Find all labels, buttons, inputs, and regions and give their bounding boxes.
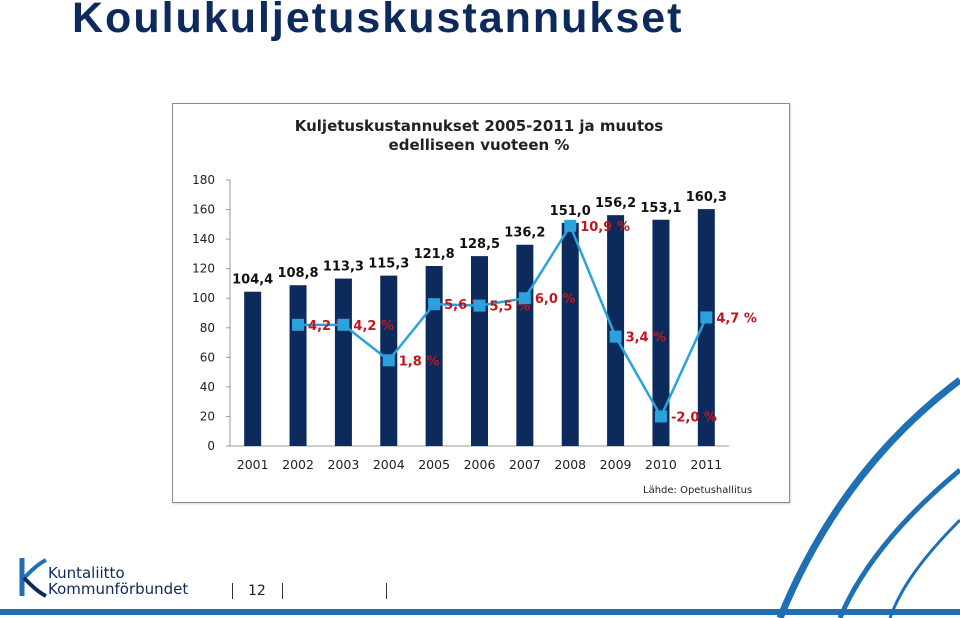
x-tick-label: 2009 (600, 457, 632, 472)
chart-title-line2: edelliseen vuoteen % (389, 136, 570, 154)
x-tick-label: 2007 (509, 457, 541, 472)
footer-divider (386, 583, 387, 599)
bar-data-label: 128,5 (459, 237, 500, 252)
x-tick-label: 2001 (237, 457, 269, 472)
line-marker (564, 219, 577, 232)
bar (652, 219, 670, 446)
bar (334, 278, 352, 446)
y-tick-label: 180 (192, 173, 215, 187)
bar (561, 222, 579, 446)
y-tick-label: 160 (192, 203, 215, 217)
x-tick-label: 2005 (418, 457, 450, 472)
footer-divider (282, 583, 283, 599)
line-series: 4,2 % 4,2 %1,8 %5,6 % 5,5 % 6,0 %10,9 %3,4 … (292, 219, 757, 425)
y-tick-label: 100 (192, 291, 215, 305)
y-tick-label: 0 (207, 439, 215, 453)
line-data-label: 4,7 % (716, 311, 757, 326)
chart-axes: 0 20 40 60 80 100 120 140 160 180 2001 2002 2003 2004… (192, 173, 729, 472)
bar (471, 256, 488, 446)
y-tick-label: 20 (200, 409, 215, 423)
y-tick-label: 140 (192, 232, 215, 246)
y-tick-label: 120 (192, 262, 215, 276)
line-marker (473, 299, 486, 312)
line-marker (428, 298, 441, 311)
line-data-label: 6,0 % (535, 292, 576, 307)
bar (697, 209, 715, 446)
bar-data-label: 115,3 (368, 257, 409, 272)
source-note: Lähde: Opetushallitus (643, 485, 752, 496)
line-data-label: 10,9 % (580, 220, 630, 235)
x-tick-label: 2002 (282, 457, 314, 472)
percent-change-line (298, 223, 708, 420)
bar (607, 215, 625, 446)
y-tick-label: 80 (200, 321, 215, 335)
line-marker (654, 410, 667, 423)
logo-text-line2: Kommunförbundet (48, 580, 189, 598)
footer-divider (232, 583, 233, 599)
bar-data-label: 108,8 (277, 266, 318, 281)
y-tick-label: 60 (200, 350, 215, 364)
bar-data-label: 153,1 (640, 201, 681, 216)
bar-series: 104,4 108,8 113,3 115,3 121,8 128,5 136,2 151,0… (232, 190, 727, 446)
bar-data-label: 121,8 (414, 247, 455, 262)
y-tick-label: 40 (200, 380, 215, 394)
x-tick-label: 2003 (328, 457, 360, 472)
chart-title-line1: Kuljetuskustannukset 2005-2011 ja muutos (295, 117, 664, 135)
bar-data-label: 104,4 (232, 273, 273, 288)
line-marker (337, 318, 350, 331)
line-data-label: 3,4 % (626, 331, 667, 346)
bar-data-label: 151,0 (550, 204, 591, 219)
logo-text-line1: Kuntaliitto (48, 564, 125, 582)
page-number: 12 (248, 583, 266, 599)
bar-data-label: 160,3 (686, 190, 727, 205)
slide-title: Koulukuljetuskustannukset (72, 0, 684, 42)
bar (516, 244, 534, 446)
line-data-label: 4,2 % (353, 319, 394, 334)
line-data-label: 1,8 % (399, 354, 440, 369)
bar-data-label: 113,3 (323, 260, 364, 275)
bar-data-label: 156,2 (595, 196, 636, 211)
x-tick-label: 2004 (373, 457, 405, 472)
line-marker (609, 330, 622, 343)
line-marker (518, 292, 531, 305)
line-marker (292, 318, 305, 331)
x-tick-label: 2010 (645, 457, 677, 472)
x-tick-label: 2008 (554, 457, 586, 472)
bar (289, 285, 307, 446)
line-marker (382, 354, 395, 367)
kuntaliitto-logo-icon (19, 558, 47, 598)
chart-svg: Kuljetuskustannukset 2005-2011 ja muutos… (192, 117, 757, 496)
bar (244, 291, 262, 446)
x-tick-label: 2011 (690, 457, 722, 472)
chart-frame: Kuljetuskustannukset 2005-2011 ja muutos… (172, 103, 790, 503)
x-tick-label: 2006 (464, 457, 496, 472)
line-marker (700, 311, 713, 324)
line-data-label: -2,0 % (671, 410, 717, 425)
bar-data-label: 136,2 (504, 226, 545, 241)
